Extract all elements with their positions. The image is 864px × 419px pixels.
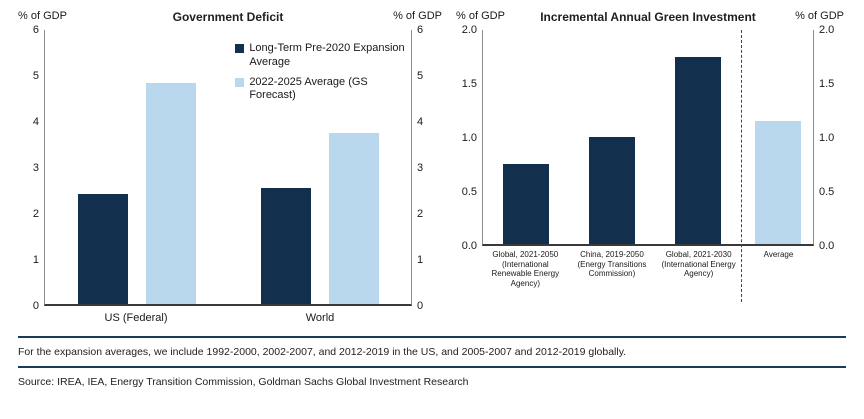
bar-cell (742, 30, 813, 244)
y-tick-label: 2.0 (819, 24, 835, 36)
bar (675, 56, 722, 244)
chart-title: Incremental Annual Green Investment (540, 10, 756, 24)
bar (503, 163, 550, 244)
legend-swatch (235, 77, 245, 87)
legend-swatch (235, 44, 245, 53)
y-tick-label: 6 (32, 24, 39, 36)
y-tick-label: 1 (417, 254, 424, 266)
y-tick-label: 2.0 (461, 24, 477, 36)
x-tick-label: Global, 2021-2050 (International Renewab… (491, 250, 560, 288)
source-text: Source: IREA, IEA, Energy Transition Com… (18, 376, 469, 388)
bar (754, 120, 801, 244)
bar-cell (569, 30, 655, 244)
y-tick-label: 1.0 (819, 132, 835, 144)
bar (260, 187, 311, 304)
y-axis-unit-left: % of GDP (18, 10, 67, 22)
y-tick-label: 5 (32, 70, 39, 82)
y-tick-label: 0.5 (461, 186, 477, 198)
x-tick-label: Average (763, 250, 794, 259)
y-tick-label: 1.0 (461, 132, 477, 144)
x-tick-label: Global, 2021-2030 (International Energy … (661, 250, 736, 279)
bar (77, 194, 128, 304)
x-tick-label: World (305, 312, 335, 324)
y-tick-label: 0.0 (819, 240, 835, 252)
legend: Long-Term Pre-2020 Expansion Average 2022… (235, 42, 410, 109)
y-tick-label: 5 (417, 70, 424, 82)
legend-item: 2022-2025 Average (GS Forecast) (235, 76, 410, 104)
bar-cell (483, 30, 569, 244)
y-tick-label: 2 (417, 208, 424, 220)
chart-header: % of GDP Incremental Annual Green Invest… (456, 10, 844, 24)
y-tick-label: 4 (32, 116, 39, 128)
bar (145, 82, 196, 304)
chart-page: % of GDP Government Deficit % of GDP 6 5 4… (18, 10, 846, 388)
y-tick-label: 4 (417, 116, 424, 128)
y-axis-right: 6 5 4 3 2 1 0 (412, 24, 442, 312)
chart-government-deficit: % of GDP Government Deficit % of GDP 6 5 4… (18, 10, 442, 324)
plot-area (482, 30, 814, 302)
x-tick-label: US (Federal) (104, 312, 168, 324)
footnote-text: For the expansion averages, we include 1… (18, 346, 627, 358)
y-tick-label: 3 (32, 162, 39, 174)
bar-group (45, 30, 228, 304)
legend-item: Long-Term Pre-2020 Expansion Average (235, 42, 410, 70)
y-tick-label: 0 (32, 300, 39, 312)
y-tick-label: 1.5 (461, 78, 477, 90)
x-axis-labels: Global, 2021-2050 (International Renewab… (482, 246, 814, 306)
bar (589, 137, 636, 244)
chart-body: 6 5 4 3 2 1 0 Long-Term Pre-2020 Expansion Ave… (18, 24, 442, 312)
divider-line-top (18, 336, 846, 338)
chart-header: % of GDP Government Deficit % of GDP (18, 10, 442, 24)
y-tick-label: 1 (32, 254, 39, 266)
legend-label: 2022-2025 Average (GS Forecast) (249, 75, 368, 102)
y-tick-label: 1.5 (819, 78, 835, 90)
divider-line-middle (18, 366, 846, 368)
x-tick-label: China, 2019-2050 (Energy Transitions Com… (577, 250, 647, 279)
x-axis-row: Global, 2021-2050 (International Renewab… (456, 246, 844, 306)
chart-title: Government Deficit (172, 10, 284, 24)
bar (328, 132, 379, 304)
chart-body: 2.0 1.5 1.0 0.5 0.0 2.0 1.5 1.0 0.5 0.0 (456, 24, 844, 302)
y-axis-left: 6 5 4 3 2 1 0 (18, 24, 44, 312)
y-axis-unit-left: % of GDP (456, 10, 505, 22)
dashed-separator (741, 30, 743, 302)
x-axis-row: US (Federal) World (18, 306, 442, 324)
x-axis-labels: US (Federal) World (44, 306, 412, 324)
y-axis-left: 2.0 1.5 1.0 0.5 0.0 (456, 24, 482, 252)
plot-area: Long-Term Pre-2020 Expansion Average 2022… (44, 30, 412, 306)
legend-label: Long-Term Pre-2020 Expansion Average (249, 42, 405, 68)
y-axis-unit-right: % of GDP (795, 10, 844, 22)
y-axis-unit-right: % of GDP (393, 10, 442, 22)
y-tick-label: 6 (417, 24, 424, 36)
charts-row: % of GDP Government Deficit % of GDP 6 5 4… (18, 10, 846, 324)
y-tick-label: 2 (32, 208, 39, 220)
y-tick-label: 0 (417, 300, 424, 312)
bar-group (228, 30, 411, 304)
y-tick-label: 3 (417, 162, 424, 174)
y-tick-label: 0.5 (819, 186, 835, 198)
y-tick-label: 0.0 (461, 240, 477, 252)
bar-cell (655, 30, 741, 244)
chart-green-investment: % of GDP Incremental Annual Green Invest… (456, 10, 844, 306)
y-axis-right: 2.0 1.5 1.0 0.5 0.0 (814, 24, 844, 252)
